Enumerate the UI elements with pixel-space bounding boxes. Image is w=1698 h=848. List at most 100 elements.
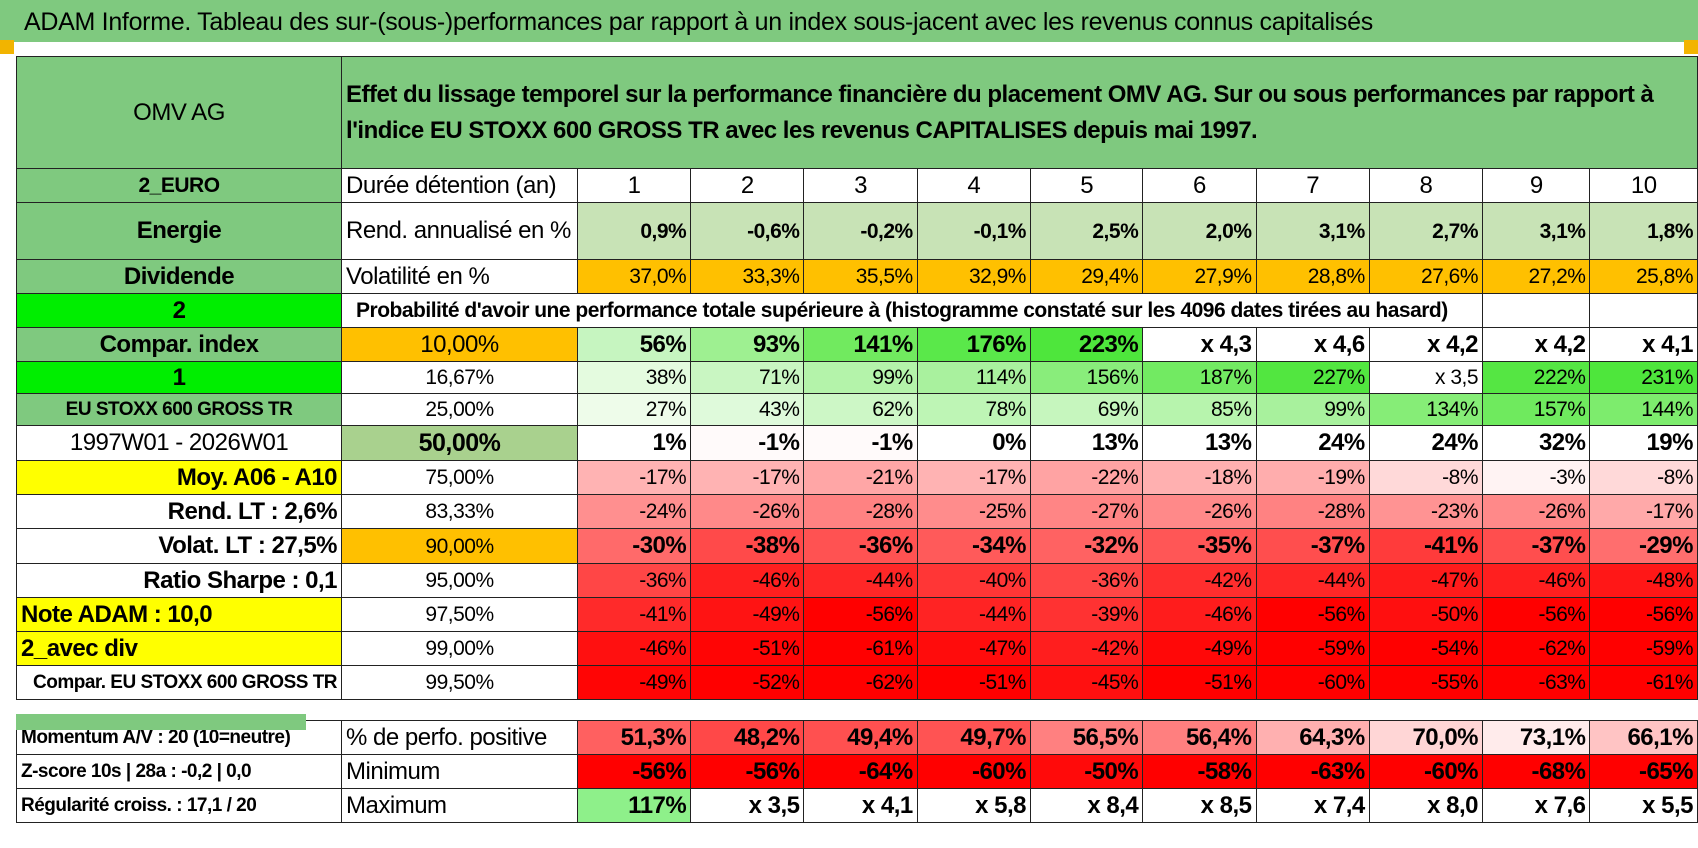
- prob-cell: 227%: [1255, 361, 1370, 394]
- prob-level: 99,50%: [341, 665, 578, 700]
- min-value: -64%: [803, 754, 918, 789]
- prob-cell: -63%: [1482, 665, 1591, 700]
- volat-value: 27,9%: [1142, 259, 1257, 294]
- prob-cell: x 4,1: [1589, 327, 1698, 362]
- min-label: Minimum: [341, 754, 578, 789]
- year-7: 7: [1255, 168, 1370, 203]
- prob-cell: -37%: [1482, 528, 1591, 564]
- prob-cell: -25%: [916, 494, 1031, 529]
- index-name: EU STOXX 600 GROSS TR: [15, 393, 343, 426]
- max-value: x 7,4: [1255, 788, 1370, 823]
- prob-cell: -18%: [1142, 460, 1257, 495]
- rend-value: 3,1%: [1255, 202, 1370, 260]
- style-label: Dividende: [15, 259, 343, 294]
- min-value: -56%: [576, 754, 692, 789]
- prob-cell: 223%: [1029, 327, 1144, 362]
- max-value: x 8,0: [1368, 788, 1484, 823]
- pos-value: 56,5%: [1029, 720, 1144, 755]
- prob-cell: -62%: [803, 665, 918, 700]
- prob-cell: -32%: [1029, 528, 1144, 564]
- prob-cell: -46%: [690, 563, 805, 598]
- prob-cell: -47%: [916, 631, 1031, 666]
- prob-cell: 78%: [916, 393, 1031, 426]
- prob-cell: 71%: [690, 361, 805, 394]
- max-value: x 8,4: [1029, 788, 1144, 823]
- input-field-1[interactable]: 1: [15, 361, 343, 394]
- prob-level-median: 50,00%: [341, 425, 578, 461]
- stock-name: OMV AG: [15, 56, 343, 169]
- prob-cell: -44%: [916, 597, 1031, 632]
- prob-cell: x 4,3: [1142, 327, 1257, 362]
- prob-level: 83,33%: [341, 494, 578, 529]
- prob-cell: -50%: [1368, 597, 1484, 632]
- separator-stripe: [16, 714, 306, 730]
- performance-table: OMV AG Effet du lissage temporel sur la …: [15, 56, 1698, 823]
- note-adam: Note ADAM : 10,0: [15, 597, 343, 632]
- prob-cell: -55%: [1368, 665, 1484, 700]
- input-field-2[interactable]: 2: [15, 293, 343, 328]
- prob-level: 99,00%: [341, 631, 578, 666]
- max-value: x 7,6: [1482, 788, 1591, 823]
- rend-value: 1,8%: [1589, 202, 1698, 260]
- prob-cell: -41%: [1368, 528, 1484, 564]
- year-6: 6: [1142, 168, 1257, 203]
- zscore-label: Z-score 10s | 28a : -0,2 | 0,0: [15, 754, 343, 789]
- prob-cell: -42%: [1029, 631, 1144, 666]
- prob-cell: x 4,2: [1482, 327, 1591, 362]
- empty-cell: [1482, 293, 1591, 328]
- max-label: Maximum: [341, 788, 578, 823]
- prob-cell: 27%: [576, 393, 692, 426]
- rend-value: 2,7%: [1368, 202, 1484, 260]
- prob-cell: -17%: [690, 460, 805, 495]
- prob-cell: 99%: [803, 361, 918, 394]
- probability-title: Probabilité d'avoir une performance tota…: [356, 299, 1448, 322]
- prob-cell: -56%: [1589, 597, 1698, 632]
- rend-value: -0,1%: [916, 202, 1031, 260]
- volat-value: 32,9%: [916, 259, 1031, 294]
- min-value: -63%: [1255, 754, 1370, 789]
- volat-value: 28,8%: [1255, 259, 1370, 294]
- prob-cell: -61%: [1589, 665, 1698, 700]
- prob-cell: 62%: [803, 393, 918, 426]
- prob-cell: -17%: [916, 460, 1031, 495]
- prob-cell: -49%: [576, 665, 692, 700]
- prob-level: 95,00%: [341, 563, 578, 598]
- prob-cell: -24%: [576, 494, 692, 529]
- prob-level: 90,00%: [341, 528, 578, 564]
- prob-cell: -56%: [803, 597, 918, 632]
- prob-level: 16,67%: [341, 361, 578, 394]
- pos-value: 49,7%: [916, 720, 1031, 755]
- prob-cell: 222%: [1482, 361, 1591, 394]
- prob-cell: 24%: [1368, 425, 1484, 461]
- pos-value: 70,0%: [1368, 720, 1484, 755]
- prob-cell: -8%: [1368, 460, 1484, 495]
- min-value: -50%: [1029, 754, 1144, 789]
- min-value: -68%: [1482, 754, 1591, 789]
- empty-cell: [1589, 293, 1698, 328]
- report-title: ADAM Informe. Tableau des sur-(sous-)per…: [0, 0, 1698, 42]
- prob-cell: 32%: [1482, 425, 1591, 461]
- duree-label: Durée détention (an): [341, 168, 578, 203]
- min-value: -60%: [1368, 754, 1484, 789]
- prob-cell: -22%: [1029, 460, 1144, 495]
- prob-cell: x 4,2: [1368, 327, 1484, 362]
- prob-cell: -26%: [1142, 494, 1257, 529]
- min-value: -60%: [916, 754, 1031, 789]
- max-value: 117%: [576, 788, 692, 823]
- period-label: 1997W01 - 2026W01: [15, 425, 343, 461]
- prob-cell: -36%: [803, 528, 918, 564]
- prob-cell: -52%: [690, 665, 805, 700]
- prob-cell: -51%: [690, 631, 805, 666]
- prob-cell: -29%: [1589, 528, 1698, 564]
- prob-cell: -30%: [576, 528, 692, 564]
- prob-cell: -46%: [576, 631, 692, 666]
- pos-value: 49,4%: [803, 720, 918, 755]
- pos-value: 73,1%: [1482, 720, 1591, 755]
- volat-value: 29,4%: [1029, 259, 1144, 294]
- prob-level: 97,50%: [341, 597, 578, 632]
- prob-cell: -45%: [1029, 665, 1144, 700]
- prob-cell: -48%: [1589, 563, 1698, 598]
- prob-cell: -27%: [1029, 494, 1144, 529]
- prob-cell: -19%: [1255, 460, 1370, 495]
- prob-cell: 24%: [1255, 425, 1370, 461]
